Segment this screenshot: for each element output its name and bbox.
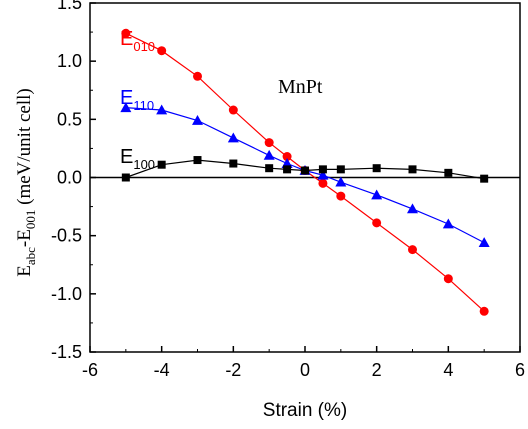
series-label-e110: E110: [120, 87, 154, 113]
data-point: [156, 104, 168, 115]
y-tick-label: 1.5: [57, 0, 82, 13]
data-point: [157, 160, 166, 169]
data-point: [407, 203, 418, 214]
data-point: [479, 306, 489, 316]
data-point: [120, 102, 132, 113]
series-label-e100: E100: [120, 146, 155, 172]
series-label-e010: E010: [120, 28, 155, 54]
y-tick-label: -1.0: [51, 284, 82, 304]
data-point: [265, 164, 274, 173]
y-tick-label: -0.5: [51, 226, 82, 246]
data-point: [264, 138, 274, 148]
series-e100: [121, 156, 489, 183]
data-point: [301, 166, 309, 175]
data-point: [318, 165, 327, 174]
data-point: [443, 274, 453, 284]
data-point: [121, 173, 130, 182]
data-point: [317, 169, 329, 180]
data-point: [283, 165, 292, 174]
data-point: [335, 176, 347, 187]
ticks-layer: -6 -4 -2 0 2 4 6 -1.5 -1.0 -0.5 0.0 0.5 1.0 1.5: [51, 0, 525, 380]
data-point: [372, 164, 381, 173]
data-point: [193, 71, 202, 81]
data-point: [336, 165, 345, 174]
data-point: [228, 105, 238, 115]
x-tick-label: -2: [225, 360, 241, 380]
x-axis-label: Strain (%): [263, 400, 347, 421]
series-line: [125, 107, 485, 244]
data-point: [480, 174, 489, 183]
y-tick-label: 0.5: [57, 109, 82, 129]
data-point: [192, 114, 203, 125]
data-point: [371, 189, 383, 200]
y-tick-label: 1.0: [57, 51, 82, 71]
series-layer: [120, 28, 490, 316]
data-point: [408, 245, 417, 255]
x-tick-label: 4: [443, 360, 453, 380]
x-tick-label: -6: [82, 360, 98, 380]
data-point: [282, 152, 292, 162]
data-point: [157, 46, 167, 56]
x-tick-label: 0: [300, 360, 310, 380]
data-point: [227, 132, 239, 143]
data-point: [372, 218, 382, 228]
x-tick-label: -4: [154, 360, 170, 380]
data-point: [478, 237, 490, 248]
x-tick-label: 2: [372, 360, 382, 380]
data-point: [442, 218, 454, 229]
data-point: [229, 159, 238, 168]
data-point: [193, 156, 202, 165]
data-point: [263, 149, 275, 160]
y-tick-label: -1.5: [51, 342, 82, 362]
data-point: [121, 28, 131, 38]
material-annotation: MnPt: [278, 76, 323, 98]
data-point: [318, 178, 328, 188]
x-tick-label: 6: [515, 360, 525, 380]
data-point: [336, 191, 346, 201]
y-tick-label: 0.0: [57, 168, 82, 188]
y-axis-label: Eabc-E001 (meV/unit cell): [14, 88, 38, 276]
series-e110: [120, 102, 490, 248]
data-point: [408, 165, 417, 174]
data-point: [444, 168, 453, 177]
